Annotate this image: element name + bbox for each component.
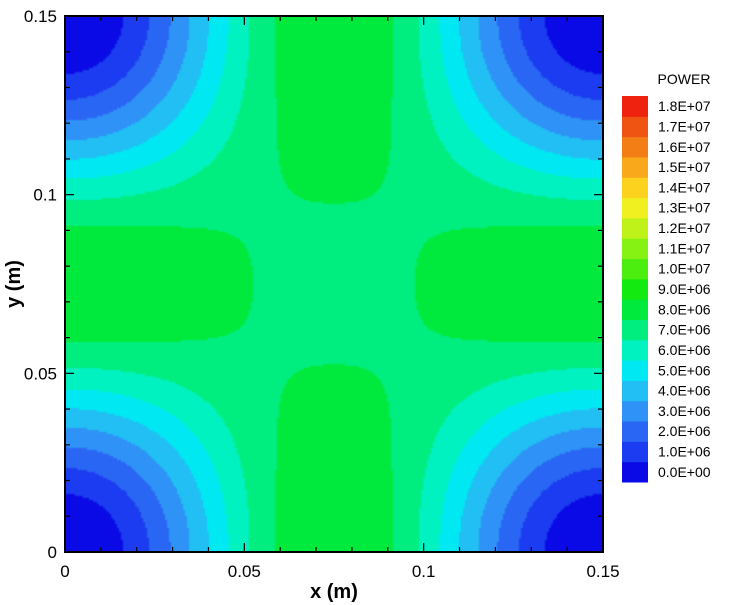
legend-swatch bbox=[622, 400, 648, 422]
legend-swatch bbox=[622, 278, 648, 300]
legend-label: 1.6E+07 bbox=[658, 139, 711, 155]
legend-label: 1.4E+07 bbox=[658, 179, 711, 195]
y-axis: 0 0.05 0.1 0.15 bbox=[24, 7, 603, 562]
legend-label: 1.1E+07 bbox=[658, 240, 711, 256]
y-tick-label: 0 bbox=[48, 543, 57, 562]
legend-label: 9.0E+06 bbox=[658, 281, 711, 297]
legend-swatch bbox=[622, 217, 648, 239]
legend-swatch bbox=[622, 360, 648, 381]
y-axis-title: y (m) bbox=[3, 260, 25, 308]
y-tick-label: 0.05 bbox=[24, 364, 57, 383]
legend-swatch bbox=[622, 96, 648, 117]
legend-label: 1.5E+07 bbox=[658, 159, 711, 175]
legend-swatch bbox=[622, 461, 648, 483]
legend-label: 6.0E+06 bbox=[658, 342, 711, 358]
legend-label: 3.0E+06 bbox=[658, 403, 711, 419]
legend-label: 4.0E+06 bbox=[658, 383, 711, 399]
legend-swatch bbox=[622, 299, 648, 320]
legend-label: 2.0E+06 bbox=[658, 423, 711, 439]
legend-label: 7.0E+06 bbox=[658, 322, 711, 338]
contour-plot-area bbox=[65, 16, 603, 552]
x-tick-label: 0.1 bbox=[412, 562, 436, 581]
legend-label: 1.3E+07 bbox=[658, 200, 711, 216]
legend-swatch bbox=[622, 441, 648, 463]
legend-swatch bbox=[622, 238, 648, 260]
legend-label: 5.0E+06 bbox=[658, 362, 711, 378]
legend-swatch bbox=[622, 136, 648, 158]
legend-label: 1.2E+07 bbox=[658, 220, 711, 236]
legend-label: 1.7E+07 bbox=[658, 118, 711, 134]
legend-label: 8.0E+06 bbox=[658, 301, 711, 317]
legend-swatch bbox=[622, 319, 648, 341]
legend-swatch bbox=[622, 197, 648, 219]
plot-frame bbox=[64, 15, 604, 553]
y-tick-label: 0.1 bbox=[33, 186, 57, 205]
legend-swatch bbox=[622, 421, 648, 442]
contour-field-image bbox=[65, 16, 603, 552]
x-tick-label: 0 bbox=[60, 562, 69, 581]
y-tick-label: 0.15 bbox=[24, 7, 57, 26]
legend-swatch bbox=[622, 116, 648, 138]
legend-swatch bbox=[622, 156, 648, 178]
legend-swatch bbox=[622, 380, 648, 402]
legend-swatch bbox=[622, 339, 648, 361]
x-axis-title: x (m) bbox=[310, 581, 358, 603]
legend-swatch bbox=[622, 258, 648, 280]
x-axis: 0 0.05 0.1 0.15 bbox=[60, 16, 620, 581]
color-legend: 0.0E+00 1.0E+06 2.0E+06 3.0E+06 4.0E+06 5.0E+… bbox=[622, 96, 711, 483]
x-tick-label: 0.05 bbox=[228, 562, 261, 581]
legend-label: 1.0E+07 bbox=[658, 261, 711, 277]
legend-label: 0.0E+00 bbox=[658, 464, 711, 480]
legend-label: 1.0E+06 bbox=[658, 444, 711, 460]
legend-swatch bbox=[622, 177, 648, 199]
legend-label: 1.8E+07 bbox=[658, 98, 711, 114]
x-tick-label: 0.15 bbox=[586, 562, 619, 581]
legend-title: POWER bbox=[658, 71, 711, 87]
